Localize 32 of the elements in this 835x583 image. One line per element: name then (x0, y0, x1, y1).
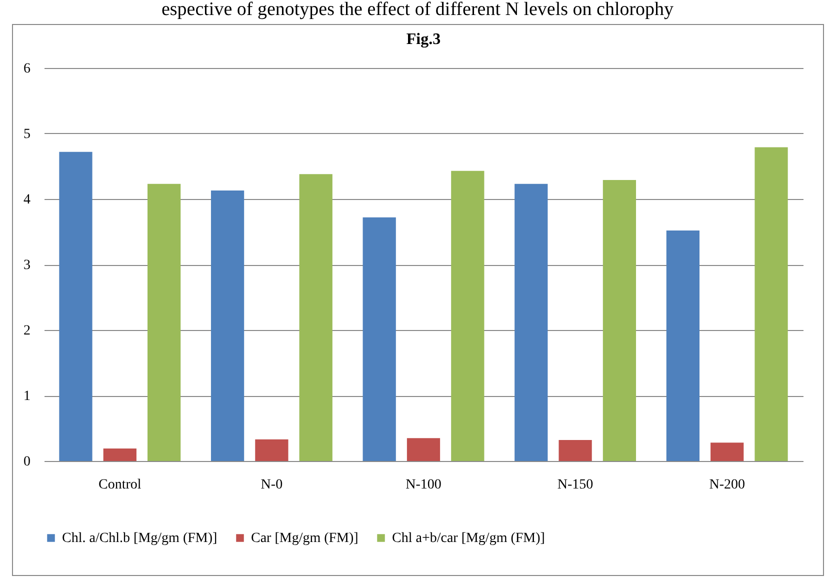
bar (754, 147, 788, 461)
y-tick-label: 0 (24, 454, 30, 470)
y-tick-label: 4 (24, 192, 30, 208)
bar (514, 184, 548, 461)
y-tick-label: 6 (24, 62, 30, 76)
bar (602, 180, 636, 461)
legend-label: Chl a+b/car [Mg/gm (FM)] (392, 531, 545, 546)
x-tick-label: Control (98, 478, 142, 492)
legend-label: Chl. a/Chl.b [Mg/gm (FM)] (62, 531, 218, 546)
y-tick-label: 3 (24, 258, 30, 273)
chart-title: Fig.3 (406, 31, 441, 48)
legend-label: Car [Mg/gm (FM)] (251, 531, 358, 546)
bar (710, 442, 744, 461)
bar (103, 448, 136, 461)
x-tick-label: N-100 (406, 478, 442, 492)
bar (148, 184, 181, 461)
y-tick-label: 2 (24, 324, 30, 338)
bar (210, 190, 244, 461)
bar (362, 217, 396, 461)
bar (406, 438, 440, 461)
bar (299, 174, 332, 461)
bar (558, 440, 592, 461)
y-tick-label: 1 (24, 389, 30, 404)
y-tick-label: 5 (24, 127, 30, 142)
bar (451, 170, 484, 461)
x-tick-label: N-200 (709, 478, 745, 492)
x-tick-label: N-0 (260, 478, 283, 492)
text: espective of genotypes the effect of different N levels on chlorophy (160, 0, 675, 22)
bar (59, 152, 92, 461)
bar (666, 230, 700, 461)
bar (255, 439, 288, 461)
x-tick-label: N-150 (557, 478, 594, 492)
